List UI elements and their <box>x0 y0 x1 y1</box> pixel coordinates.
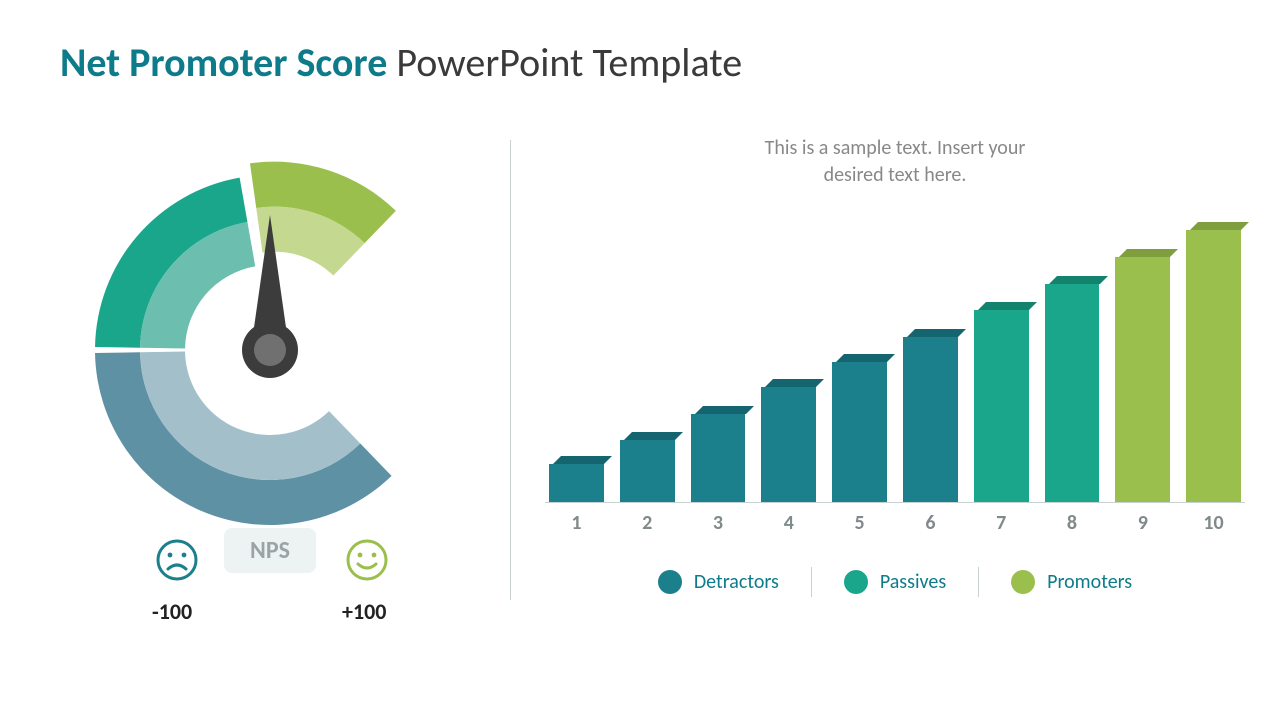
bar-top <box>978 302 1037 310</box>
bar-x-label: 9 <box>1115 511 1170 535</box>
gauge-hub-inner <box>254 334 286 366</box>
bar-front <box>620 440 675 502</box>
chart-legend: Detractors Passives Promoters <box>545 567 1245 597</box>
bar-top <box>1119 249 1178 257</box>
legend-dot <box>658 570 682 594</box>
bar <box>549 456 604 502</box>
gauge-min-label: -100 <box>152 598 192 625</box>
bar-top <box>765 379 824 387</box>
bar-top <box>1190 222 1249 230</box>
bars-container <box>545 203 1245 503</box>
bar-chart-panel: This is a sample text. Insert your desir… <box>545 135 1245 597</box>
bar-front <box>1115 257 1170 502</box>
bar-x-label: 5 <box>832 511 887 535</box>
legend-label: Detractors <box>694 570 779 594</box>
legend-label: Promoters <box>1047 570 1132 594</box>
bar-x-label: 3 <box>691 511 746 535</box>
legend-dot <box>844 570 868 594</box>
bar-top <box>907 329 966 337</box>
bar <box>1045 276 1100 502</box>
bar-x-label: 4 <box>761 511 816 535</box>
bar <box>1186 222 1241 502</box>
chart-caption: This is a sample text. Insert your desir… <box>545 135 1245 189</box>
vertical-divider <box>510 140 511 600</box>
bar-front <box>761 387 816 502</box>
bar <box>974 302 1029 502</box>
bar-top <box>553 456 612 464</box>
bar <box>832 354 887 502</box>
bar <box>620 432 675 502</box>
bar-x-label: 1 <box>549 511 604 535</box>
bar-x-label: 8 <box>1045 511 1100 535</box>
gauge-max-label: +100 <box>342 598 386 625</box>
legend-item: Detractors <box>626 570 811 594</box>
bar <box>761 379 816 502</box>
title-rest: PowerPoint Template <box>387 38 742 87</box>
bar-front <box>903 337 958 502</box>
bar-top <box>1049 276 1108 284</box>
bar-front <box>549 464 604 502</box>
gauge-chart <box>60 140 480 560</box>
sad-face-icon <box>155 538 199 582</box>
legend-dot <box>1011 570 1035 594</box>
bar-x-label: 7 <box>974 511 1029 535</box>
bar-front <box>974 310 1029 502</box>
legend-label: Passives <box>880 570 946 594</box>
bar-x-label: 6 <box>903 511 958 535</box>
bar <box>903 329 958 502</box>
bar-front <box>1186 230 1241 502</box>
happy-face-icon <box>345 538 389 582</box>
bar-top <box>624 432 683 440</box>
bar-x-label: 10 <box>1186 511 1241 535</box>
bar-top <box>836 354 895 362</box>
bar <box>1115 249 1170 502</box>
gauge-panel: NPS -100 +100 <box>60 140 480 620</box>
bar-top <box>695 406 754 414</box>
slide-title: Net Promoter Score PowerPoint Template <box>60 38 742 87</box>
bar-front <box>832 362 887 502</box>
bar-x-labels: 123456789 10 <box>545 503 1245 535</box>
bar-front <box>1045 284 1100 502</box>
nps-badge: NPS <box>224 528 316 573</box>
legend-item: Promoters <box>979 570 1164 594</box>
bar-front <box>691 414 746 502</box>
legend-item: Passives <box>812 570 978 594</box>
bar <box>691 406 746 502</box>
title-accent: Net Promoter Score <box>60 38 387 87</box>
bar-x-label: 2 <box>620 511 675 535</box>
